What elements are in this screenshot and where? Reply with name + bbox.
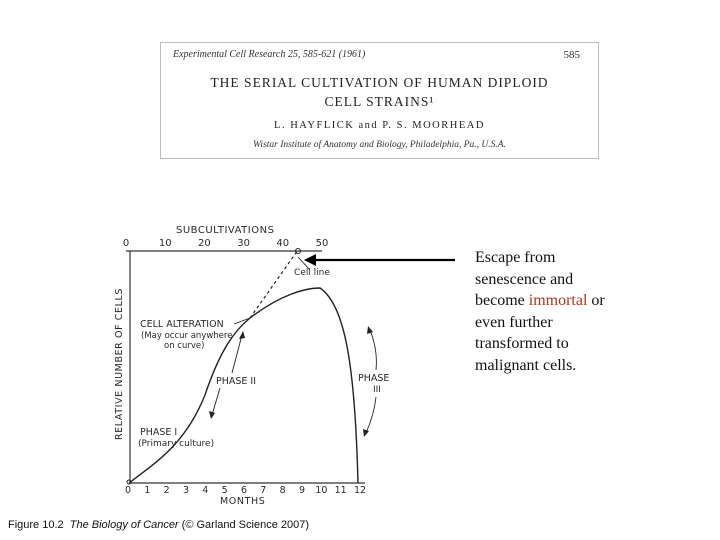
top-tick-label: 0 (123, 238, 129, 249)
paper-authors: L. HAYFLICK and P. S. MOORHEAD (274, 120, 485, 131)
top-tick-label: 20 (198, 238, 211, 249)
annotation-arrow (304, 254, 455, 266)
x-tick-label: 6 (241, 485, 247, 496)
cell-alteration-pointer (233, 317, 251, 325)
phase2-arrowhead-down (209, 411, 215, 419)
phase3-numeral: III (373, 385, 381, 395)
top-tick-label: 40 (276, 238, 289, 249)
x-tick-label: 1 (144, 485, 150, 496)
caption-suffix: (© Garland Science 2007) (178, 519, 310, 531)
x-axis-ticks: 0 1 2 3 4 5 6 7 8 9 10 11 12 (125, 485, 366, 496)
annotation-text: Escape from senescence and become immort… (475, 247, 625, 376)
phase2-arrowhead-up (239, 331, 245, 339)
origin-marker (126, 479, 132, 485)
phase1-note: (Primary culture) (138, 439, 214, 449)
hayflick-growth-diagram: SUBCULTIVATIONS 0 10 20 30 40 50 RELATIVE NUM… (114, 225, 389, 507)
annotation-highlight: immortal (528, 292, 588, 309)
phase2-label: PHASE II (216, 376, 256, 387)
x-tick-label: 3 (183, 485, 189, 496)
x-tick-label: 0 (125, 485, 131, 496)
x-tick-label: 12 (354, 485, 366, 496)
caption-book-title: The Biology of Cancer (69, 519, 179, 531)
phase2-arrow-up (231, 334, 243, 374)
figure-caption: Figure 10.2 The Biology of Cancer (© Gar… (8, 519, 309, 531)
x-axis-label: MONTHS (220, 496, 265, 507)
x-tick-label: 4 (202, 485, 208, 496)
cell-line-dashed-branch (249, 249, 299, 319)
annotation-part1: Escape from senescence and become (475, 249, 574, 309)
top-axis-ticks: 0 10 20 30 40 50 (123, 238, 329, 249)
phase3-arrowhead-bottom (363, 429, 369, 437)
x-tick-label: 11 (335, 485, 347, 496)
top-tick-label: 30 (237, 238, 250, 249)
page-number: 585 (563, 49, 581, 61)
phase3-label: PHASE (358, 373, 389, 384)
paper-institution: Wistar Institute of Anatomy and Biology,… (253, 140, 506, 150)
caption-prefix: Figure 10.2 (8, 519, 70, 531)
phase1-label: PHASE I (140, 427, 177, 438)
cell-line-marker (295, 248, 301, 254)
phase2-arrow-down (211, 387, 221, 416)
phase3-arrow (369, 329, 377, 371)
phase3-arrowhead-top (367, 326, 373, 334)
paper-title-line1: THE SERIAL CULTIVATION OF HUMAN DIPLOID (210, 75, 549, 90)
cell-alteration-note2: on curve) (164, 341, 204, 351)
x-tick-label: 8 (280, 485, 286, 496)
paper-header-image: Experimental Cell Research 25, 585-621 (… (160, 42, 599, 159)
x-tick-label: 2 (164, 485, 170, 496)
paper-title-line2: CELL STRAINS¹ (324, 94, 435, 109)
top-axis-label: SUBCULTIVATIONS (176, 225, 274, 236)
cell-line-pointer (297, 256, 311, 271)
cell-alteration-label: CELL ALTERATION (140, 319, 224, 330)
cell-alteration-note1: (May occur anywhere (141, 331, 232, 341)
top-tick-label: 50 (316, 238, 329, 249)
annotation-part2: or even further transformed to malignant… (475, 292, 605, 374)
x-tick-label: 9 (299, 485, 305, 496)
x-tick-label: 10 (315, 485, 327, 496)
x-tick-label: 7 (260, 485, 266, 496)
journal-citation: Experimental Cell Research 25, 585-621 (… (173, 49, 366, 60)
x-tick-label: 5 (222, 485, 228, 496)
phase3-arrow-lower (365, 396, 377, 434)
y-axis-label: RELATIVE NUMBER OF CELLS (114, 288, 125, 440)
cell-line-label: Cell line (294, 268, 330, 278)
top-tick-label: 10 (159, 238, 172, 249)
